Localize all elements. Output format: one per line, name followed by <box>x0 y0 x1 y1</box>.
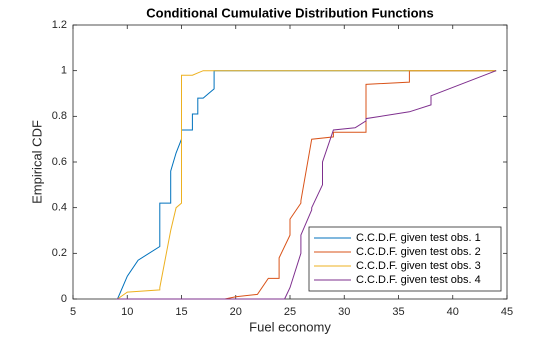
y-tick-label: 1 <box>61 65 67 77</box>
y-tick-label: 0.8 <box>52 110 67 122</box>
legend-label: C.C.D.F. given test obs. 4 <box>356 274 481 286</box>
legend-label: C.C.D.F. given test obs. 2 <box>356 246 481 258</box>
x-tick-label: 25 <box>284 306 296 318</box>
x-tick-label: 35 <box>392 306 404 318</box>
y-tick-label: 0.4 <box>52 202 67 214</box>
x-tick-label: 15 <box>175 306 187 318</box>
series-line <box>224 70 497 300</box>
y-axis-label: Empirical CDF <box>29 120 44 204</box>
y-tick-label: 0 <box>61 293 67 305</box>
x-tick-label: 20 <box>230 306 242 318</box>
x-tick-label: 45 <box>501 306 513 318</box>
series-line <box>117 70 497 300</box>
legend-label: C.C.D.F. given test obs. 1 <box>356 232 481 244</box>
legend-label: C.C.D.F. given test obs. 3 <box>356 260 481 272</box>
y-tick-label: 0.6 <box>52 156 67 168</box>
y-tick-label: 1.2 <box>52 19 67 31</box>
x-tick-label: 10 <box>121 306 133 318</box>
series-line <box>116 70 497 300</box>
x-axis-label: Fuel economy <box>249 319 331 334</box>
x-tick-label: 40 <box>447 306 459 318</box>
x-tick-label: 30 <box>338 306 350 318</box>
chart-title: Conditional Cumulative Distribution Func… <box>146 5 433 20</box>
y-tick-label: 0.2 <box>52 247 67 259</box>
x-tick-label: 5 <box>70 306 76 318</box>
